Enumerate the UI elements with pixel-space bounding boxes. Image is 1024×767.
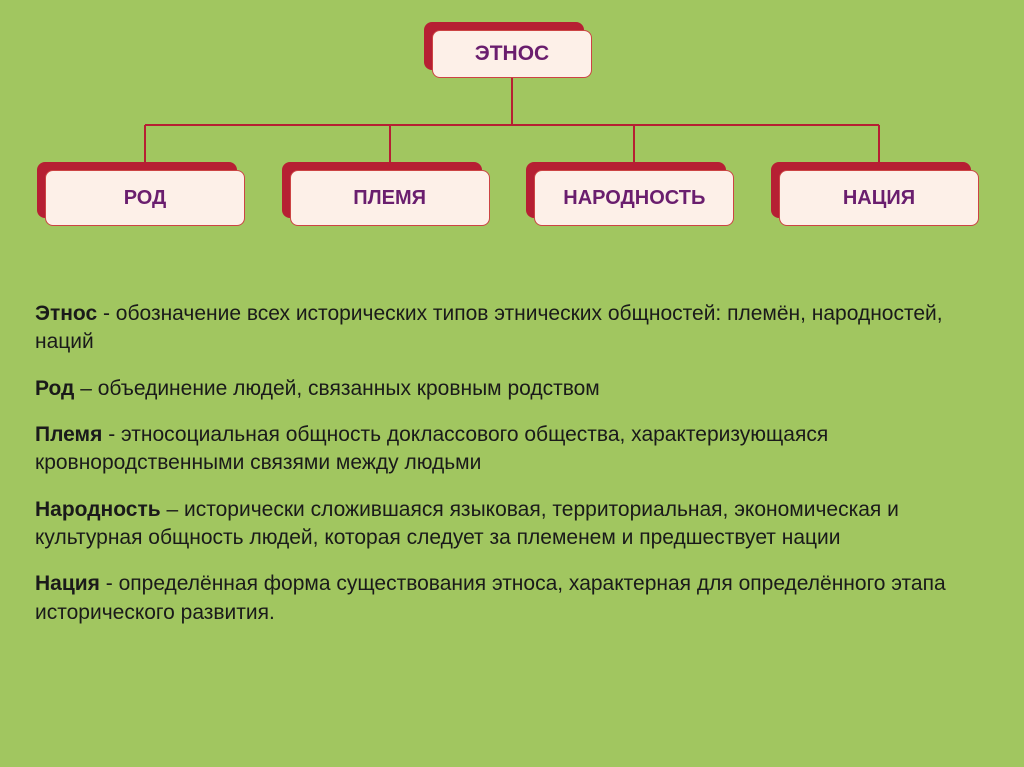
- children-row: РОД ПЛЕМЯ НАРОДНОСТЬ НАЦИЯ: [35, 170, 989, 226]
- definition-text: – исторически сложившаяся языковая, терр…: [35, 498, 899, 549]
- child-node-natsiya: НАЦИЯ: [779, 170, 979, 226]
- definition-rod: Род – объединение людей, связанных кровн…: [35, 375, 989, 403]
- definition-narodnost: Народность – исторически сложившаяся язы…: [35, 496, 989, 553]
- definition-plemya: Племя - этносоциальная общность доклассо…: [35, 421, 989, 478]
- term: Этнос: [35, 302, 97, 325]
- definitions-block: Этнос - обозначение всех исторических ти…: [35, 300, 989, 627]
- child-label: НАЦИЯ: [779, 170, 979, 226]
- tree-diagram: ЭТНОС РОД ПЛЕМЯ НАРОДНОСТЬ НАЦИЯ: [35, 30, 989, 250]
- definition-etnos: Этнос - обозначение всех исторических ти…: [35, 300, 989, 357]
- child-node-rod: РОД: [45, 170, 245, 226]
- child-node-plemya: ПЛЕМЯ: [290, 170, 490, 226]
- definition-text: - определённая форма существования этнос…: [35, 572, 946, 623]
- child-label: ПЛЕМЯ: [290, 170, 490, 226]
- root-node: ЭТНОС: [432, 30, 592, 78]
- definition-text: - этносоциальная общность доклассового о…: [35, 423, 828, 474]
- term: Народность: [35, 498, 161, 521]
- child-node-narodnost: НАРОДНОСТЬ: [534, 170, 734, 226]
- root-label: ЭТНОС: [432, 30, 592, 78]
- definition-text: - обозначение всех исторических типов эт…: [35, 302, 943, 353]
- term: Род: [35, 377, 74, 400]
- term: Нация: [35, 572, 100, 595]
- child-label: НАРОДНОСТЬ: [534, 170, 734, 226]
- definition-natsiya: Нация - определённая форма существования…: [35, 570, 989, 627]
- child-label: РОД: [45, 170, 245, 226]
- term: Племя: [35, 423, 102, 446]
- definition-text: – объединение людей, связанных кровным р…: [74, 377, 599, 400]
